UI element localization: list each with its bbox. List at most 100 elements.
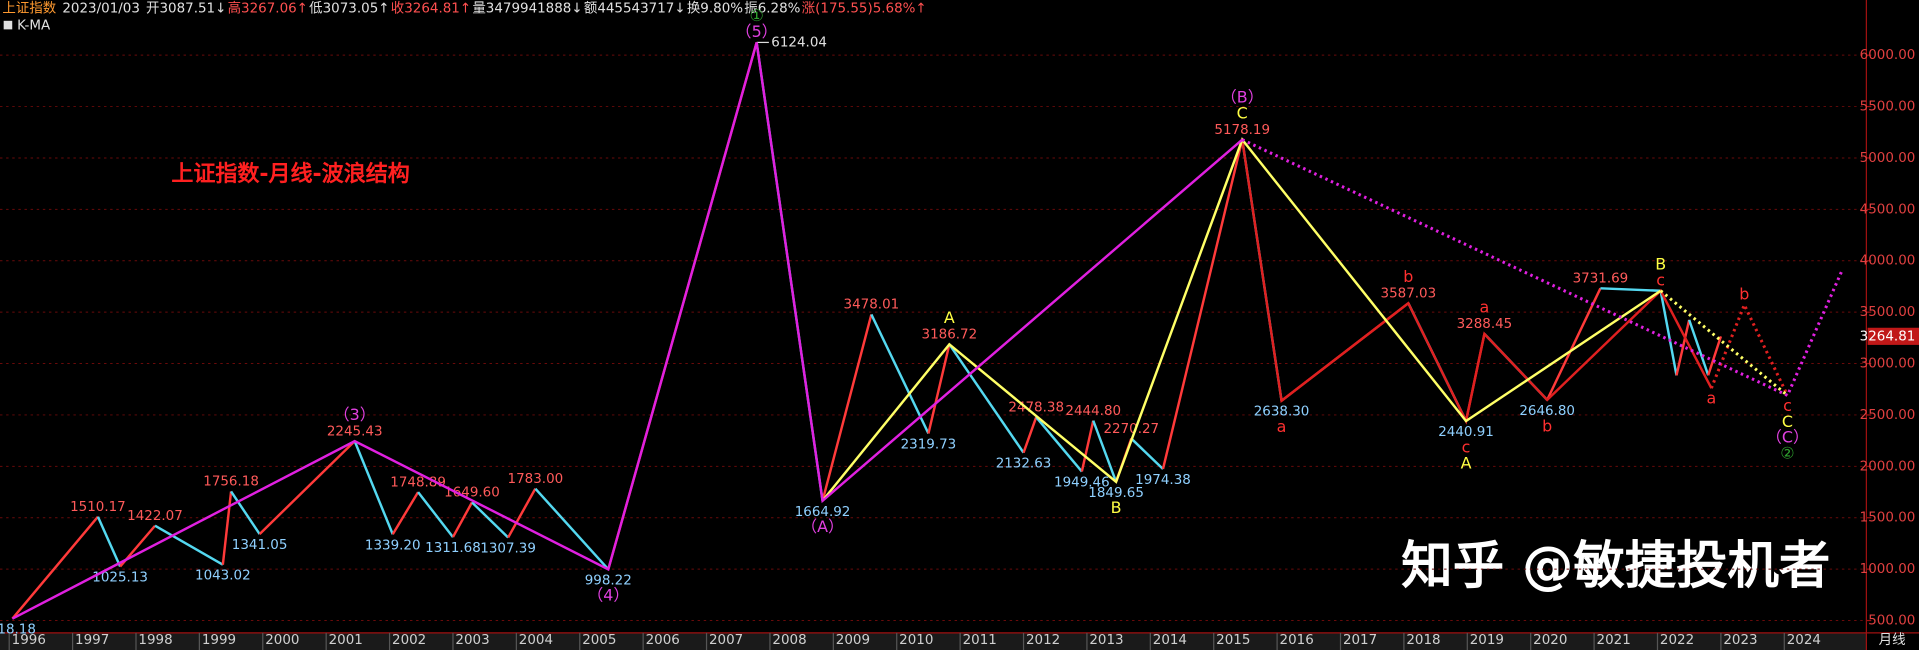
wave-label: （5） [736, 22, 778, 41]
wave-label: C [1782, 412, 1793, 431]
x-tick-label: 2008 [772, 633, 806, 648]
price-label: 2638.30 [1254, 405, 1310, 420]
price-label: 1649.60 [444, 486, 500, 501]
price-segment [1092, 420, 1118, 483]
y-tick-label: 5500.00 [1860, 100, 1916, 115]
x-tick-label: 2012 [1026, 633, 1060, 648]
wave-label: ① [749, 6, 763, 25]
price-label: 998.22 [585, 573, 632, 588]
price-label: 1849.65 [1088, 486, 1144, 501]
price-label: 6124.04 [771, 35, 827, 50]
price-segment [948, 343, 1025, 454]
price-label: 2270.27 [1103, 422, 1159, 437]
header-item: 收3264.81↑ [391, 1, 471, 17]
y-tick-label: 6000.00 [1860, 48, 1916, 63]
wave-label: （4） [587, 586, 629, 605]
header: 上证指数 2023/01/03 开3087.51↓高3267.06↑低3073.05… [2, 0, 926, 17]
x-tick-label: 2004 [519, 633, 553, 648]
price-segment [927, 344, 951, 434]
price-segment [391, 491, 420, 535]
wave-line [1241, 139, 1713, 425]
x-tick-label: 1998 [138, 633, 172, 648]
price-segment [821, 314, 873, 502]
price-label: 1783.00 [508, 472, 564, 487]
price-segment [1080, 420, 1095, 472]
header-item: 量3479941888↓ [472, 1, 582, 17]
x-tick-label: 2020 [1533, 633, 1567, 648]
price-segment [1688, 319, 1710, 376]
price-segment [1022, 416, 1038, 454]
x-tick-label: 2016 [1280, 633, 1314, 648]
price-label: 1949.46 [1054, 476, 1110, 491]
x-tick-label: 2021 [1597, 633, 1631, 648]
price-segment [1659, 290, 1678, 376]
wave-label: （A） [801, 517, 844, 536]
wave-line [821, 137, 1662, 502]
price-label: 3288.45 [1457, 317, 1513, 332]
price-label: 1307.39 [480, 542, 536, 557]
x-tick-label: 2010 [899, 633, 933, 648]
y-tick-label: 4000.00 [1860, 254, 1916, 269]
wave-label: a [1277, 417, 1287, 436]
wave-label: A [944, 308, 955, 327]
x-tick-label: 2001 [329, 633, 363, 648]
wave-label: b [1739, 285, 1749, 304]
price-segment [353, 440, 394, 535]
price-label: 1339.20 [365, 538, 421, 553]
header-item: 额445543717↓ [584, 1, 686, 17]
wave-label: ② [1780, 444, 1794, 463]
price-label: 3186.72 [922, 328, 978, 343]
header-item: 涨(175.55)5.68%↑ [802, 1, 927, 17]
wave-label: B [1655, 255, 1666, 274]
x-tick-label: 2022 [1660, 633, 1694, 648]
price-segment [11, 515, 99, 620]
price-segment [1161, 139, 1244, 470]
x-tick-label: 2000 [265, 633, 299, 648]
price-label: 1974.38 [1135, 473, 1191, 488]
header-item: 振6.28% [744, 1, 800, 17]
x-tick-label: 2017 [1343, 633, 1377, 648]
price-label: 2132.63 [996, 457, 1052, 472]
x-tick-label: 2023 [1723, 633, 1757, 648]
date: 2023/01/03 [62, 2, 140, 17]
wave-label: （C） [1766, 428, 1809, 447]
period-label: 月线 [1879, 632, 1906, 648]
price-label: 2440.91 [1438, 425, 1494, 440]
header-item: 高3267.06↑ [228, 0, 308, 17]
header-item: 换9.80% [687, 1, 743, 17]
x-tick-label: 2011 [963, 633, 997, 648]
price-label: 518.18 [0, 623, 36, 638]
wave-line [1659, 289, 1789, 397]
last-price-label: 3264.81 [1860, 329, 1916, 344]
wave-label: B [1111, 498, 1122, 517]
y-tick-label: 5000.00 [1860, 151, 1916, 166]
y-tick-label: 1000.00 [1860, 562, 1916, 577]
price-label: 1311.68 [425, 541, 481, 556]
wave-label: c [1462, 437, 1471, 456]
header-item: 开3087.51↓ [146, 2, 226, 17]
price-segment [534, 487, 610, 571]
symbol: 上证指数 [2, 1, 56, 17]
y-tick-label: 4500.00 [1860, 202, 1916, 217]
x-tick-label: 1999 [202, 633, 236, 648]
price-label: 3478.01 [844, 298, 900, 313]
wave-label: b [1403, 267, 1413, 286]
price-segment [1707, 335, 1723, 376]
price-label: 5178.19 [1214, 123, 1270, 138]
wave-label: C [1237, 103, 1248, 122]
price-segment [154, 524, 224, 566]
time-axis-strip [0, 632, 1867, 650]
price-segment [870, 313, 930, 435]
x-tick-label: 2018 [1406, 633, 1440, 648]
x-tick-label: 1996 [12, 633, 46, 648]
price-segment [258, 440, 356, 535]
price-segment [1130, 437, 1164, 470]
price-label: 1025.13 [92, 571, 148, 586]
wave-label: a [1480, 298, 1490, 317]
x-tick-label: 1997 [75, 633, 109, 648]
price-label: 2245.43 [327, 424, 383, 439]
price-label: 1422.07 [127, 509, 183, 524]
x-tick-label: 2014 [1153, 633, 1187, 648]
x-tick-label: 2009 [836, 633, 870, 648]
